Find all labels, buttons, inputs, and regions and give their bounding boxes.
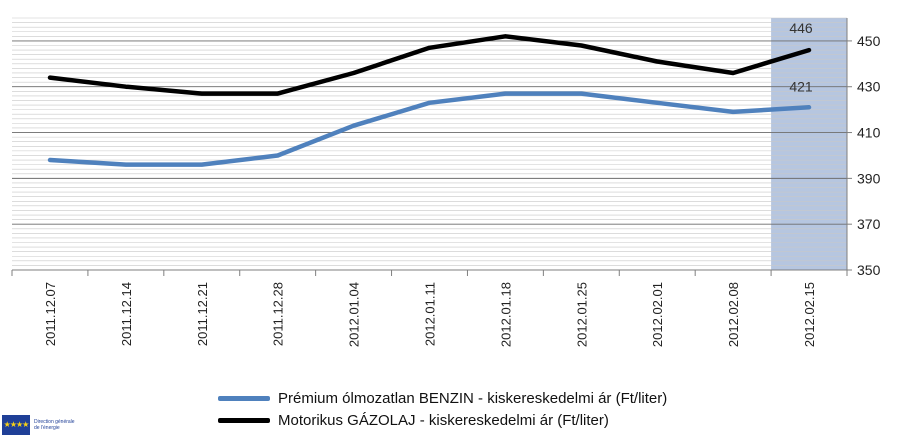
- x-tick-label: 2012.02.08: [726, 282, 741, 347]
- x-tick-label: 2012.01.25: [574, 282, 589, 347]
- logo-text-line2: de l'énergie: [34, 425, 60, 431]
- x-tick-label: 2012.01.18: [498, 282, 513, 347]
- y-tick-label: 370: [857, 216, 881, 232]
- data-label: 446: [789, 20, 813, 36]
- legend-item-benzin: Prémium ólmozatlan BENZIN - kiskereskede…: [218, 388, 667, 408]
- x-tick-label: 2012.01.11: [423, 282, 438, 346]
- x-tick-label: 2012.02.15: [802, 282, 817, 347]
- eu-flag-icon: ★★★★: [2, 415, 30, 435]
- eu-logo: ★★★★ Direction générale de l'énergie: [2, 408, 108, 442]
- eu-stars: ★★★★: [3, 420, 30, 429]
- data-label: 421: [789, 78, 813, 94]
- legend-item-gazolaj: Motorikus GÁZOLAJ - kiskereskedelmi ár (…: [218, 410, 667, 430]
- legend-label-benzin: Prémium ólmozatlan BENZIN - kiskereskede…: [278, 389, 668, 407]
- x-tick-label: 2011.12.14: [119, 282, 134, 346]
- x-tick-label: 2012.02.01: [650, 282, 665, 347]
- y-tick-label: 350: [857, 262, 881, 278]
- y-tick-label: 390: [857, 170, 881, 186]
- x-tick-label: 2011.12.28: [271, 282, 286, 346]
- legend-swatch-benzin: [218, 395, 270, 401]
- y-tick-label: 410: [857, 125, 881, 141]
- legend: Prémium ólmozatlan BENZIN - kiskereskede…: [218, 388, 667, 432]
- x-tick-label: 2012.01.04: [347, 282, 362, 347]
- legend-swatch-gazolaj: [218, 417, 270, 423]
- plot-area: [12, 18, 847, 270]
- y-tick-label: 450: [857, 33, 881, 49]
- x-tick-label: 2011.12.21: [195, 282, 210, 346]
- logo-text-line1: Direction générale: [34, 419, 75, 425]
- series-line-benzin: [47, 91, 812, 167]
- legend-label-gazolaj: Motorikus GÁZOLAJ - kiskereskedelmi ár (…: [278, 411, 609, 429]
- logo-text: Direction générale de l'énergie: [34, 419, 75, 431]
- series-line-gazolaj: [47, 34, 812, 96]
- y-tick-label: 430: [857, 79, 881, 95]
- x-tick-label: 2011.12.07: [43, 282, 58, 346]
